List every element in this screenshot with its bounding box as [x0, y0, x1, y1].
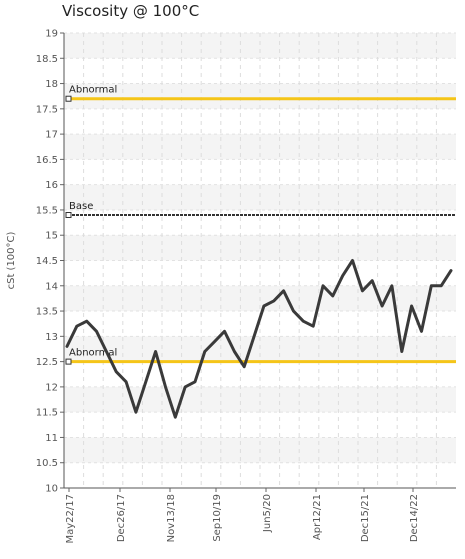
axes	[60, 32, 456, 492]
y-tick-label: 12	[45, 382, 58, 393]
grid-band	[64, 83, 456, 109]
y-tick-label: 15	[45, 231, 58, 242]
y-tick-label: 11	[45, 433, 58, 444]
y-tick-label: 10.5	[36, 458, 58, 469]
x-tick-label: Nov13/18	[166, 494, 177, 542]
y-tick-label: 17	[45, 130, 58, 141]
reference-lines: Abnormal Base Abnormal	[65, 85, 456, 365]
y-tick-labels: 10 10.5 11 11.5 12 12.5 13 13.5 14 14.5 15 15.5 16 16…	[36, 29, 58, 495]
y-tick-label: 16.5	[36, 155, 58, 166]
reference-label: Base	[69, 201, 93, 212]
reference-label: Abnormal	[69, 85, 117, 96]
x-tick-label: May22/17	[65, 494, 76, 544]
x-tick-label: Dec14/22	[409, 494, 420, 542]
y-tick-label: 19	[45, 29, 58, 40]
viscosity-series-line	[65, 259, 453, 419]
series-layer	[65, 259, 453, 419]
y-tick-label: 13.5	[36, 307, 58, 318]
grid-band	[64, 235, 456, 261]
y-tick-label: 16	[45, 180, 58, 191]
x-tick-label: Sep10/19	[212, 494, 223, 542]
reference-label: Abnormal	[69, 348, 117, 359]
y-tick-label: 14	[45, 281, 58, 292]
y-tick-label: 10	[45, 484, 58, 495]
grid-band	[64, 386, 456, 413]
y-tick-label: 15.5	[36, 205, 58, 216]
chart-title: Viscosity @ 100°C	[62, 2, 200, 20]
y-tick-label: 18.5	[36, 54, 58, 65]
y-tick-label: 17.5	[36, 104, 58, 115]
x-tick-label: Dec15/21	[360, 494, 371, 542]
grid-band	[64, 33, 456, 59]
y-tick-label: 13	[45, 332, 58, 343]
y-tick-label: 18	[45, 79, 58, 90]
x-tick-label: Apr12/21	[312, 494, 323, 540]
y-tick-label: 14.5	[36, 256, 58, 267]
x-tick-label: Dec26/17	[116, 494, 127, 542]
reference-marker	[65, 95, 72, 102]
y-tick-label: 12.5	[36, 357, 58, 368]
x-tick-label: Jun5/20	[262, 494, 273, 533]
reference-marker	[65, 212, 72, 218]
y-axis-label: cSt (100°C)	[6, 231, 17, 289]
y-tick-label: 11.5	[36, 408, 58, 419]
reference-marker	[65, 358, 72, 365]
x-tick-labels: May22/17 Dec26/17 Nov13/18 Sep10/19 Jun5/20 A…	[65, 494, 420, 544]
